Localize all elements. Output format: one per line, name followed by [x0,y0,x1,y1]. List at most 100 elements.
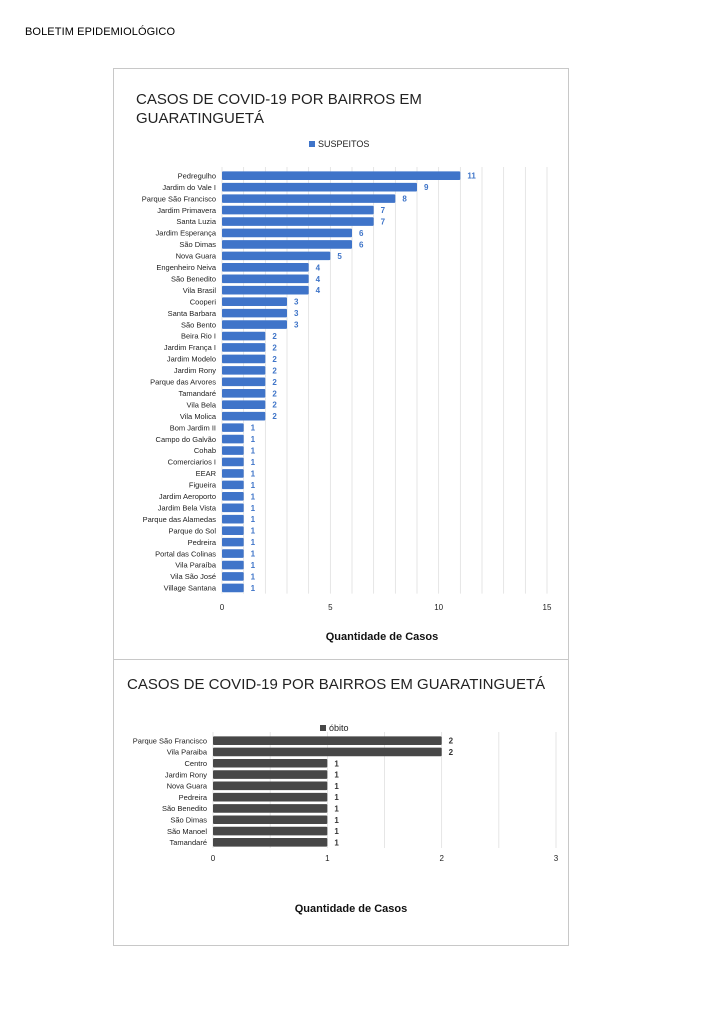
obito-value-label: 1 [334,759,339,768]
suspeitos-category-label: Jardim Esperança [156,229,217,238]
suspeitos-value-label: 2 [272,343,277,352]
chart-divider [113,659,569,660]
suspeitos-value-label: 1 [251,458,256,467]
suspeitos-value-label: 1 [251,435,256,444]
suspeitos-category-label: Jardim do Vale I [162,183,216,192]
suspeitos-value-label: 1 [251,424,256,433]
suspeitos-value-label: 3 [294,309,299,318]
suspeitos-bar [222,228,352,238]
obito-value-label: 1 [334,782,339,791]
suspeitos-x-tick-label: 10 [434,603,443,612]
suspeitos-bar [222,492,244,501]
suspeitos-category-label: Nova Guara [176,252,217,261]
suspeitos-category-label: Comerciarios I [168,458,216,467]
suspeitos-value-label: 1 [251,481,256,490]
suspeitos-value-label: 9 [424,183,429,192]
suspeitos-bar [222,583,244,593]
suspeitos-bar [222,354,266,364]
obito-category-label: Nova Guara [167,782,208,791]
suspeitos-bar [222,572,244,581]
obito-x-tick-label: 1 [325,854,330,863]
suspeitos-category-label: Cooperi [190,297,217,306]
obito-bar [213,838,328,847]
obito-value-label: 1 [334,771,339,780]
suspeitos-value-label: 1 [251,447,256,456]
obito-bar [213,736,442,745]
suspeitos-category-label: Engenheiro Neiva [156,263,216,272]
suspeitos-category-label: Pedreira [188,538,217,547]
obito-value-label: 2 [449,748,454,757]
suspeitos-category-label: Vila Molica [180,412,217,421]
suspeitos-category-label: Jardim Bela Vista [158,503,217,512]
suspeitos-value-label: 4 [316,263,321,272]
suspeitos-bar [222,560,244,570]
suspeitos-x-tick-label: 5 [328,603,333,612]
suspeitos-category-label: Vila Brasil [183,286,217,295]
obito-value-label: 1 [334,816,339,825]
suspeitos-x-axis-title: Quantidade de Casos [326,631,438,643]
suspeitos-bar [222,320,287,329]
suspeitos-chart-title: GUARATINGUETÁ [136,110,264,127]
suspeitos-category-label: Figueira [189,481,217,490]
suspeitos-value-label: 2 [272,412,277,421]
suspeitos-bar [222,388,266,398]
suspeitos-value-label: 1 [251,515,256,524]
suspeitos-bar [222,194,396,203]
suspeitos-bar [222,526,244,535]
suspeitos-bar [222,503,244,513]
obito-bar [213,826,328,836]
suspeitos-bar [222,400,266,410]
suspeitos-bar [222,537,244,547]
suspeitos-value-label: 7 [381,218,386,227]
obito-bar [213,792,328,802]
obito-category-label: Centro [184,759,207,768]
suspeitos-category-label: Jardim Modelo [167,355,216,364]
suspeitos-category-label: Village Santana [164,584,217,593]
obito-chart-title: CASOS DE COVID-19 POR BAIRROS EM GUARATI… [127,676,545,693]
suspeitos-category-label: Vila Bela [187,400,217,409]
chart-frame [113,68,569,946]
suspeitos-category-label: Parque São Francisco [142,194,216,203]
suspeitos-category-label: Bom Jardim II [170,423,216,432]
suspeitos-category-label: EEAR [196,469,217,478]
suspeitos-category-label: Jardim França I [164,343,216,352]
obito-x-tick-label: 2 [439,854,444,863]
suspeitos-category-label: Parque do Sol [168,526,216,535]
suspeitos-value-label: 4 [316,275,321,284]
suspeitos-value-label: 2 [272,355,277,364]
suspeitos-value-label: 1 [251,492,256,501]
obito-bar [213,747,442,757]
obito-bar [213,770,328,779]
page-header-title: BOLETIM EPIDEMIOLÓGICO [25,26,176,38]
suspeitos-value-label: 1 [251,572,256,581]
obito-legend-swatch [320,725,326,731]
suspeitos-bar [222,514,244,524]
suspeitos-bar [222,411,266,421]
suspeitos-value-label: 2 [272,401,277,410]
suspeitos-legend-label: SUSPEITOS [318,139,369,149]
obito-x-tick-label: 0 [211,854,216,863]
suspeitos-bar [222,549,244,558]
suspeitos-bar [222,469,244,478]
suspeitos-value-label: 1 [251,561,256,570]
suspeitos-bar [222,182,417,192]
suspeitos-category-label: Tamandaré [178,389,216,398]
suspeitos-value-label: 11 [467,172,476,181]
suspeitos-value-label: 5 [337,252,342,261]
suspeitos-bar [222,274,309,284]
suspeitos-value-label: 2 [272,378,277,387]
obito-bar [213,804,328,813]
suspeitos-legend-swatch [309,141,315,147]
suspeitos-bar [222,171,461,181]
suspeitos-value-label: 7 [381,206,386,215]
suspeitos-bar [222,423,244,432]
suspeitos-value-label: 1 [251,584,256,593]
suspeitos-bar [222,240,352,249]
suspeitos-category-label: Santa Luzia [176,217,216,226]
suspeitos-category-label: Jardim Rony [174,366,216,375]
obito-category-label: São Manoel [167,827,207,836]
suspeitos-bar [222,297,287,306]
suspeitos-category-label: São Dimas [179,240,216,249]
obito-value-label: 1 [334,827,339,836]
suspeitos-category-label: Beira Rio I [181,332,216,341]
